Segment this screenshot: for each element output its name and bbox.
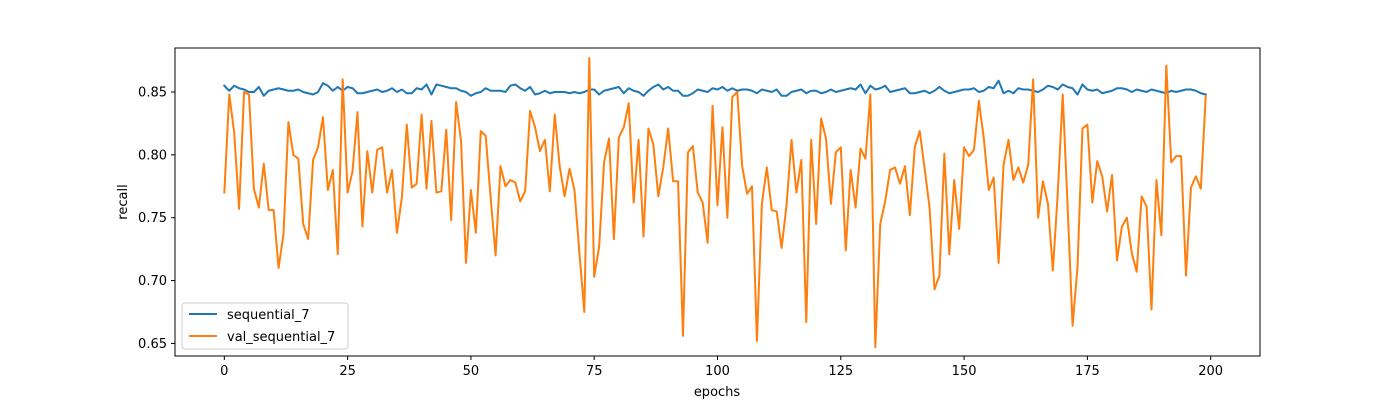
y-tick-label: 0.70	[138, 274, 167, 289]
legend-label-val-sequential-7: val_sequential_7	[227, 330, 335, 345]
x-tick-label: 125	[828, 364, 853, 379]
x-tick-label: 50	[463, 364, 480, 379]
x-tick-label: 150	[952, 364, 977, 379]
series-line-sequential-7	[222, 79, 1207, 97]
y-tick-label: 0.80	[138, 148, 167, 163]
x-tick-label: 100	[705, 364, 730, 379]
series-line-val-sequential-7	[223, 57, 1207, 349]
y-axis-label: recall	[116, 184, 131, 219]
y-tick-label: 0.75	[138, 211, 167, 226]
x-tick-label: 200	[1198, 364, 1223, 379]
x-axis-ticks: 0 25 50 75 100 125 150 175 200	[220, 356, 1223, 379]
y-axis-ticks: 0.65 0.70 0.75 0.80 0.85	[138, 86, 175, 352]
y-tick-label: 0.65	[138, 337, 167, 352]
x-tick-label: 175	[1075, 364, 1100, 379]
legend-label-sequential-7: sequential_7	[227, 308, 310, 323]
x-axis-label: epochs	[694, 385, 741, 400]
legend: sequential_7 val_sequential_7	[181, 302, 349, 350]
x-tick-label: 75	[586, 364, 603, 379]
series-layer	[222, 57, 1207, 349]
y-tick-label: 0.85	[138, 86, 167, 101]
x-tick-label: 25	[339, 364, 356, 379]
legend-box	[181, 302, 349, 350]
x-tick-label: 0	[220, 364, 228, 379]
